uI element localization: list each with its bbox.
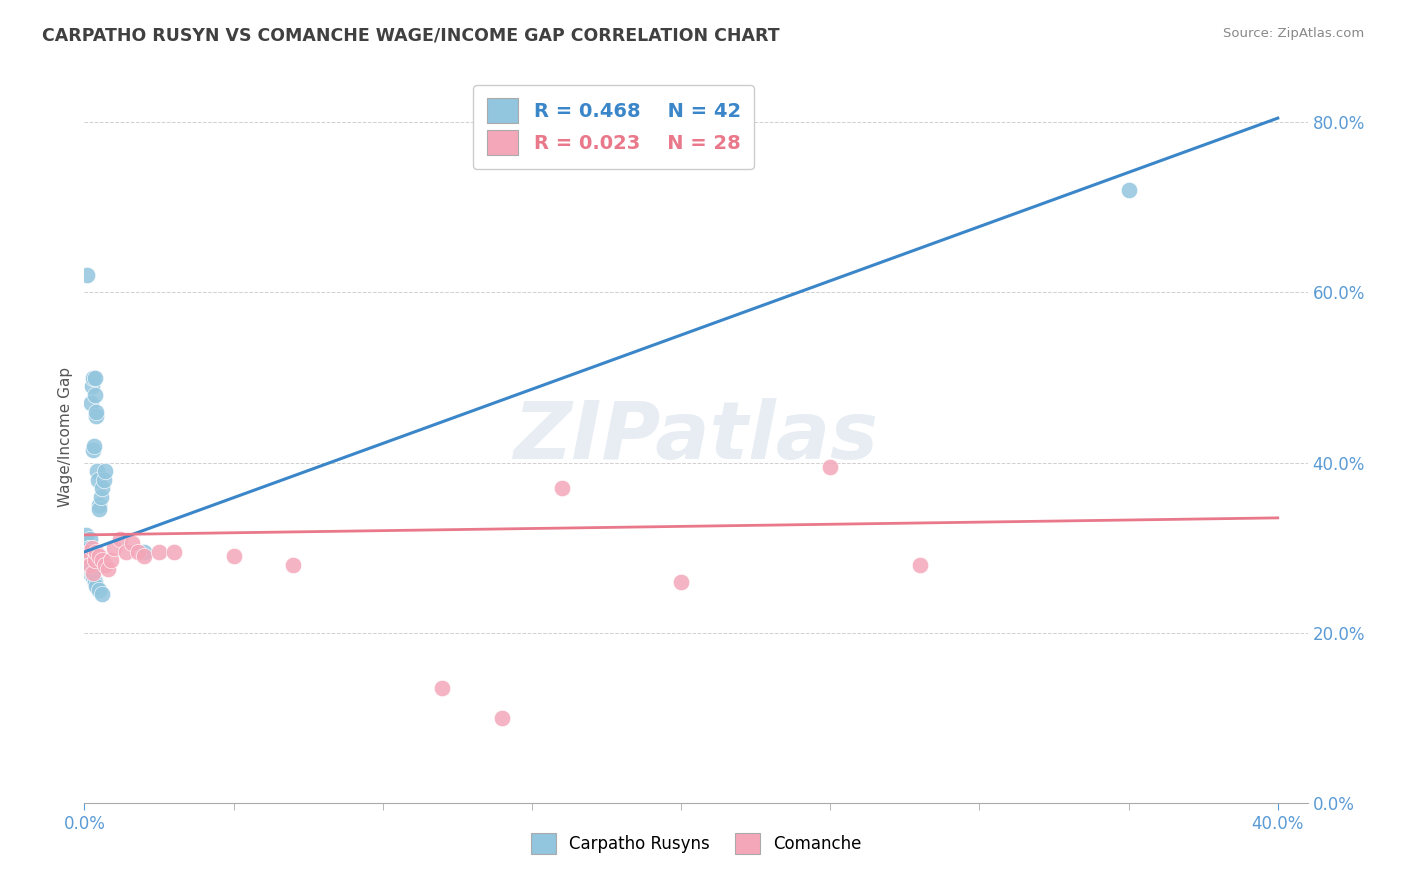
Legend: Carpatho Rusyns, Comanche: Carpatho Rusyns, Comanche [524, 827, 868, 860]
Point [91, 587, 114, 601]
Point [80, 558, 103, 572]
Point [222, 549, 245, 563]
Point [283, 558, 305, 572]
Point [79, 532, 101, 546]
Point [432, 681, 454, 695]
Point [84, 409, 107, 423]
Point [77, 553, 100, 567]
Point [1118, 183, 1140, 197]
Point [77, 541, 100, 555]
Point [77, 545, 100, 559]
Point [84, 404, 107, 418]
Point [82, 370, 104, 384]
Text: ZIPatlas: ZIPatlas [513, 398, 879, 476]
Point [669, 574, 692, 589]
Point [89, 549, 111, 563]
Point [121, 536, 143, 550]
Point [87, 473, 110, 487]
Point [94, 464, 117, 478]
Point [93, 473, 115, 487]
Point [83, 387, 105, 401]
Point [79, 558, 101, 572]
Point [89, 583, 111, 598]
Point [75, 536, 97, 550]
Point [91, 481, 114, 495]
Point [80, 541, 103, 555]
Point [80, 396, 103, 410]
Point [100, 553, 122, 567]
Point [551, 481, 574, 495]
Point [86, 464, 108, 478]
Point [82, 566, 104, 581]
Point [76, 545, 98, 559]
Point [79, 541, 101, 555]
Point [76, 549, 98, 563]
Text: CARPATHO RUSYN VS COMANCHE WAGE/INCOME GAP CORRELATION CHART: CARPATHO RUSYN VS COMANCHE WAGE/INCOME G… [42, 27, 780, 45]
Point [103, 541, 125, 555]
Point [77, 541, 100, 555]
Point [82, 442, 104, 457]
Point [94, 558, 117, 572]
Y-axis label: Wage/Income Gap: Wage/Income Gap [58, 367, 73, 508]
Point [82, 562, 104, 576]
Point [80, 379, 103, 393]
Point [79, 566, 101, 581]
Point [115, 545, 138, 559]
Point [163, 545, 186, 559]
Point [87, 498, 110, 512]
Point [76, 558, 98, 572]
Point [80, 566, 103, 581]
Point [84, 579, 107, 593]
Point [83, 574, 105, 589]
Point [127, 545, 149, 559]
Point [89, 502, 111, 516]
Point [84, 545, 107, 559]
Point [91, 553, 114, 567]
Point [79, 549, 101, 563]
Point [76, 549, 98, 563]
Point [818, 459, 841, 474]
Point [83, 553, 105, 567]
Text: Source: ZipAtlas.com: Source: ZipAtlas.com [1223, 27, 1364, 40]
Point [75, 528, 97, 542]
Point [908, 558, 931, 572]
Point [77, 545, 100, 559]
Point [90, 490, 112, 504]
Point [83, 370, 105, 384]
Point [82, 570, 104, 584]
Point [77, 553, 100, 567]
Point [132, 549, 155, 563]
Point [83, 439, 105, 453]
Point [491, 711, 513, 725]
Point [97, 562, 120, 576]
Point [132, 545, 155, 559]
Point [76, 268, 98, 283]
Point [108, 532, 131, 546]
Point [148, 545, 170, 559]
